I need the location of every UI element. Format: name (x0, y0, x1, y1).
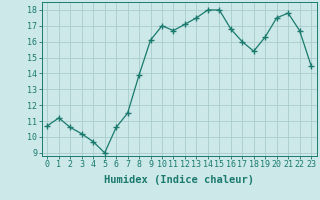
X-axis label: Humidex (Indice chaleur): Humidex (Indice chaleur) (104, 175, 254, 185)
